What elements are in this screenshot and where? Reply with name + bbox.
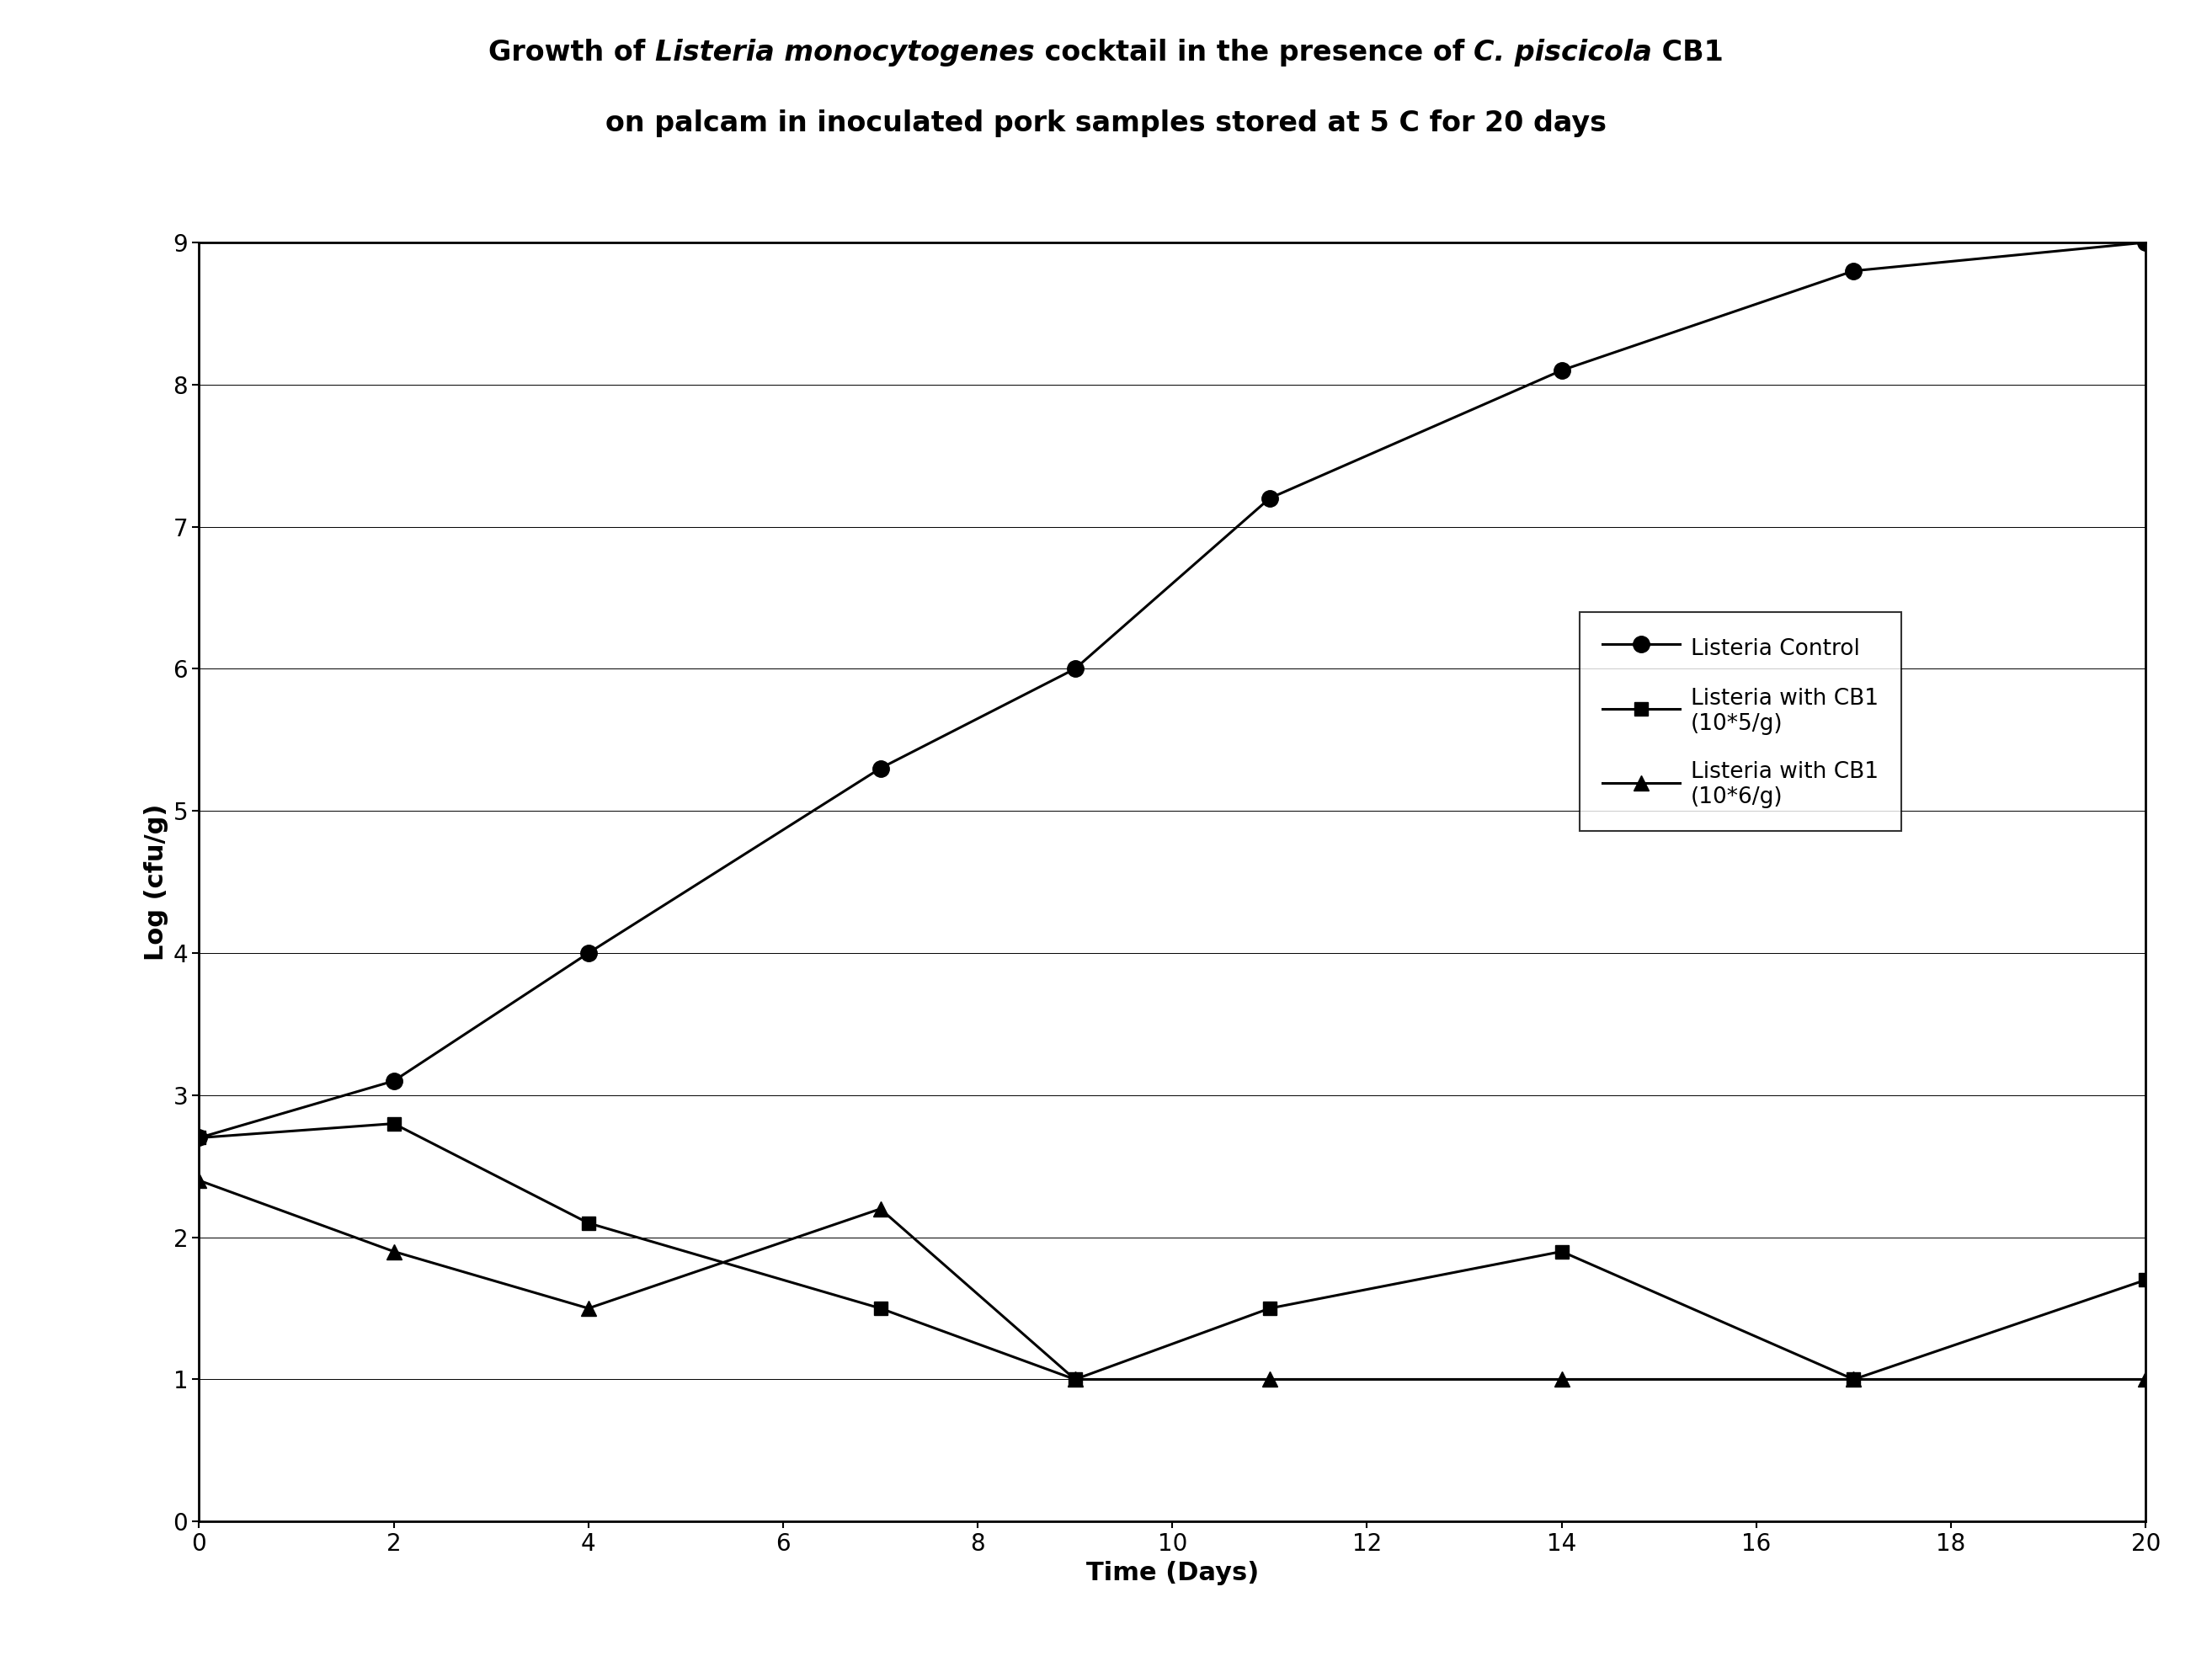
Text: on palcam in inoculated pork samples stored at 5 C for 20 days: on palcam in inoculated pork samples sto… <box>606 109 1606 137</box>
Listeria with CB1
(10*6/g) <box>575 1297 602 1318</box>
Text: C. piscicola: C. piscicola <box>1473 38 1652 67</box>
Listeria Control <box>1548 361 1575 381</box>
Listeria with CB1
(10*6/g) <box>1062 1369 1088 1389</box>
Listeria with CB1
(10*6/g) <box>1840 1369 1867 1389</box>
Text: cocktail in the presence of: cocktail in the presence of <box>1035 38 1473 67</box>
Listeria with CB1
(10*6/g) <box>186 1170 212 1190</box>
Listeria with CB1
(10*5/g) <box>1062 1369 1088 1389</box>
Text: CB1: CB1 <box>1652 38 1723 67</box>
Listeria with CB1
(10*6/g) <box>867 1199 894 1219</box>
Legend: Listeria Control, Listeria with CB1
(10*5/g), Listeria with CB1
(10*6/g): Listeria Control, Listeria with CB1 (10*… <box>1579 612 1900 831</box>
Listeria Control <box>186 1129 212 1149</box>
X-axis label: Time (Days): Time (Days) <box>1086 1562 1259 1585</box>
Listeria with CB1
(10*5/g) <box>2132 1271 2159 1291</box>
Listeria with CB1
(10*5/g) <box>1840 1369 1867 1389</box>
Listeria Control <box>1256 488 1283 508</box>
Listeria Control <box>575 943 602 963</box>
Listeria with CB1
(10*6/g) <box>1256 1369 1283 1389</box>
Listeria with CB1
(10*5/g) <box>867 1297 894 1318</box>
Listeria Control <box>1062 659 1088 679</box>
Listeria with CB1
(10*5/g) <box>380 1114 407 1134</box>
Y-axis label: Log (cfu/g): Log (cfu/g) <box>144 804 168 960</box>
Listeria with CB1
(10*5/g) <box>186 1129 212 1149</box>
Listeria Control <box>1840 261 1867 281</box>
Listeria with CB1
(10*5/g) <box>575 1214 602 1234</box>
Text: Growth of: Growth of <box>489 38 655 67</box>
Listeria with CB1
(10*6/g) <box>380 1241 407 1262</box>
Listeria Control <box>380 1072 407 1092</box>
Line: Listeria Control: Listeria Control <box>190 234 2154 1145</box>
Line: Listeria with CB1
(10*5/g): Listeria with CB1 (10*5/g) <box>192 1117 2152 1386</box>
Listeria Control <box>867 759 894 779</box>
Listeria with CB1
(10*5/g) <box>1256 1297 1283 1318</box>
Listeria with CB1
(10*5/g) <box>1548 1241 1575 1262</box>
Text: Listeria monocytogenes: Listeria monocytogenes <box>655 38 1035 67</box>
Listeria with CB1
(10*6/g) <box>1548 1369 1575 1389</box>
Line: Listeria with CB1
(10*6/g): Listeria with CB1 (10*6/g) <box>192 1172 2152 1388</box>
Listeria with CB1
(10*6/g) <box>2132 1369 2159 1389</box>
Listeria Control <box>2132 232 2159 252</box>
